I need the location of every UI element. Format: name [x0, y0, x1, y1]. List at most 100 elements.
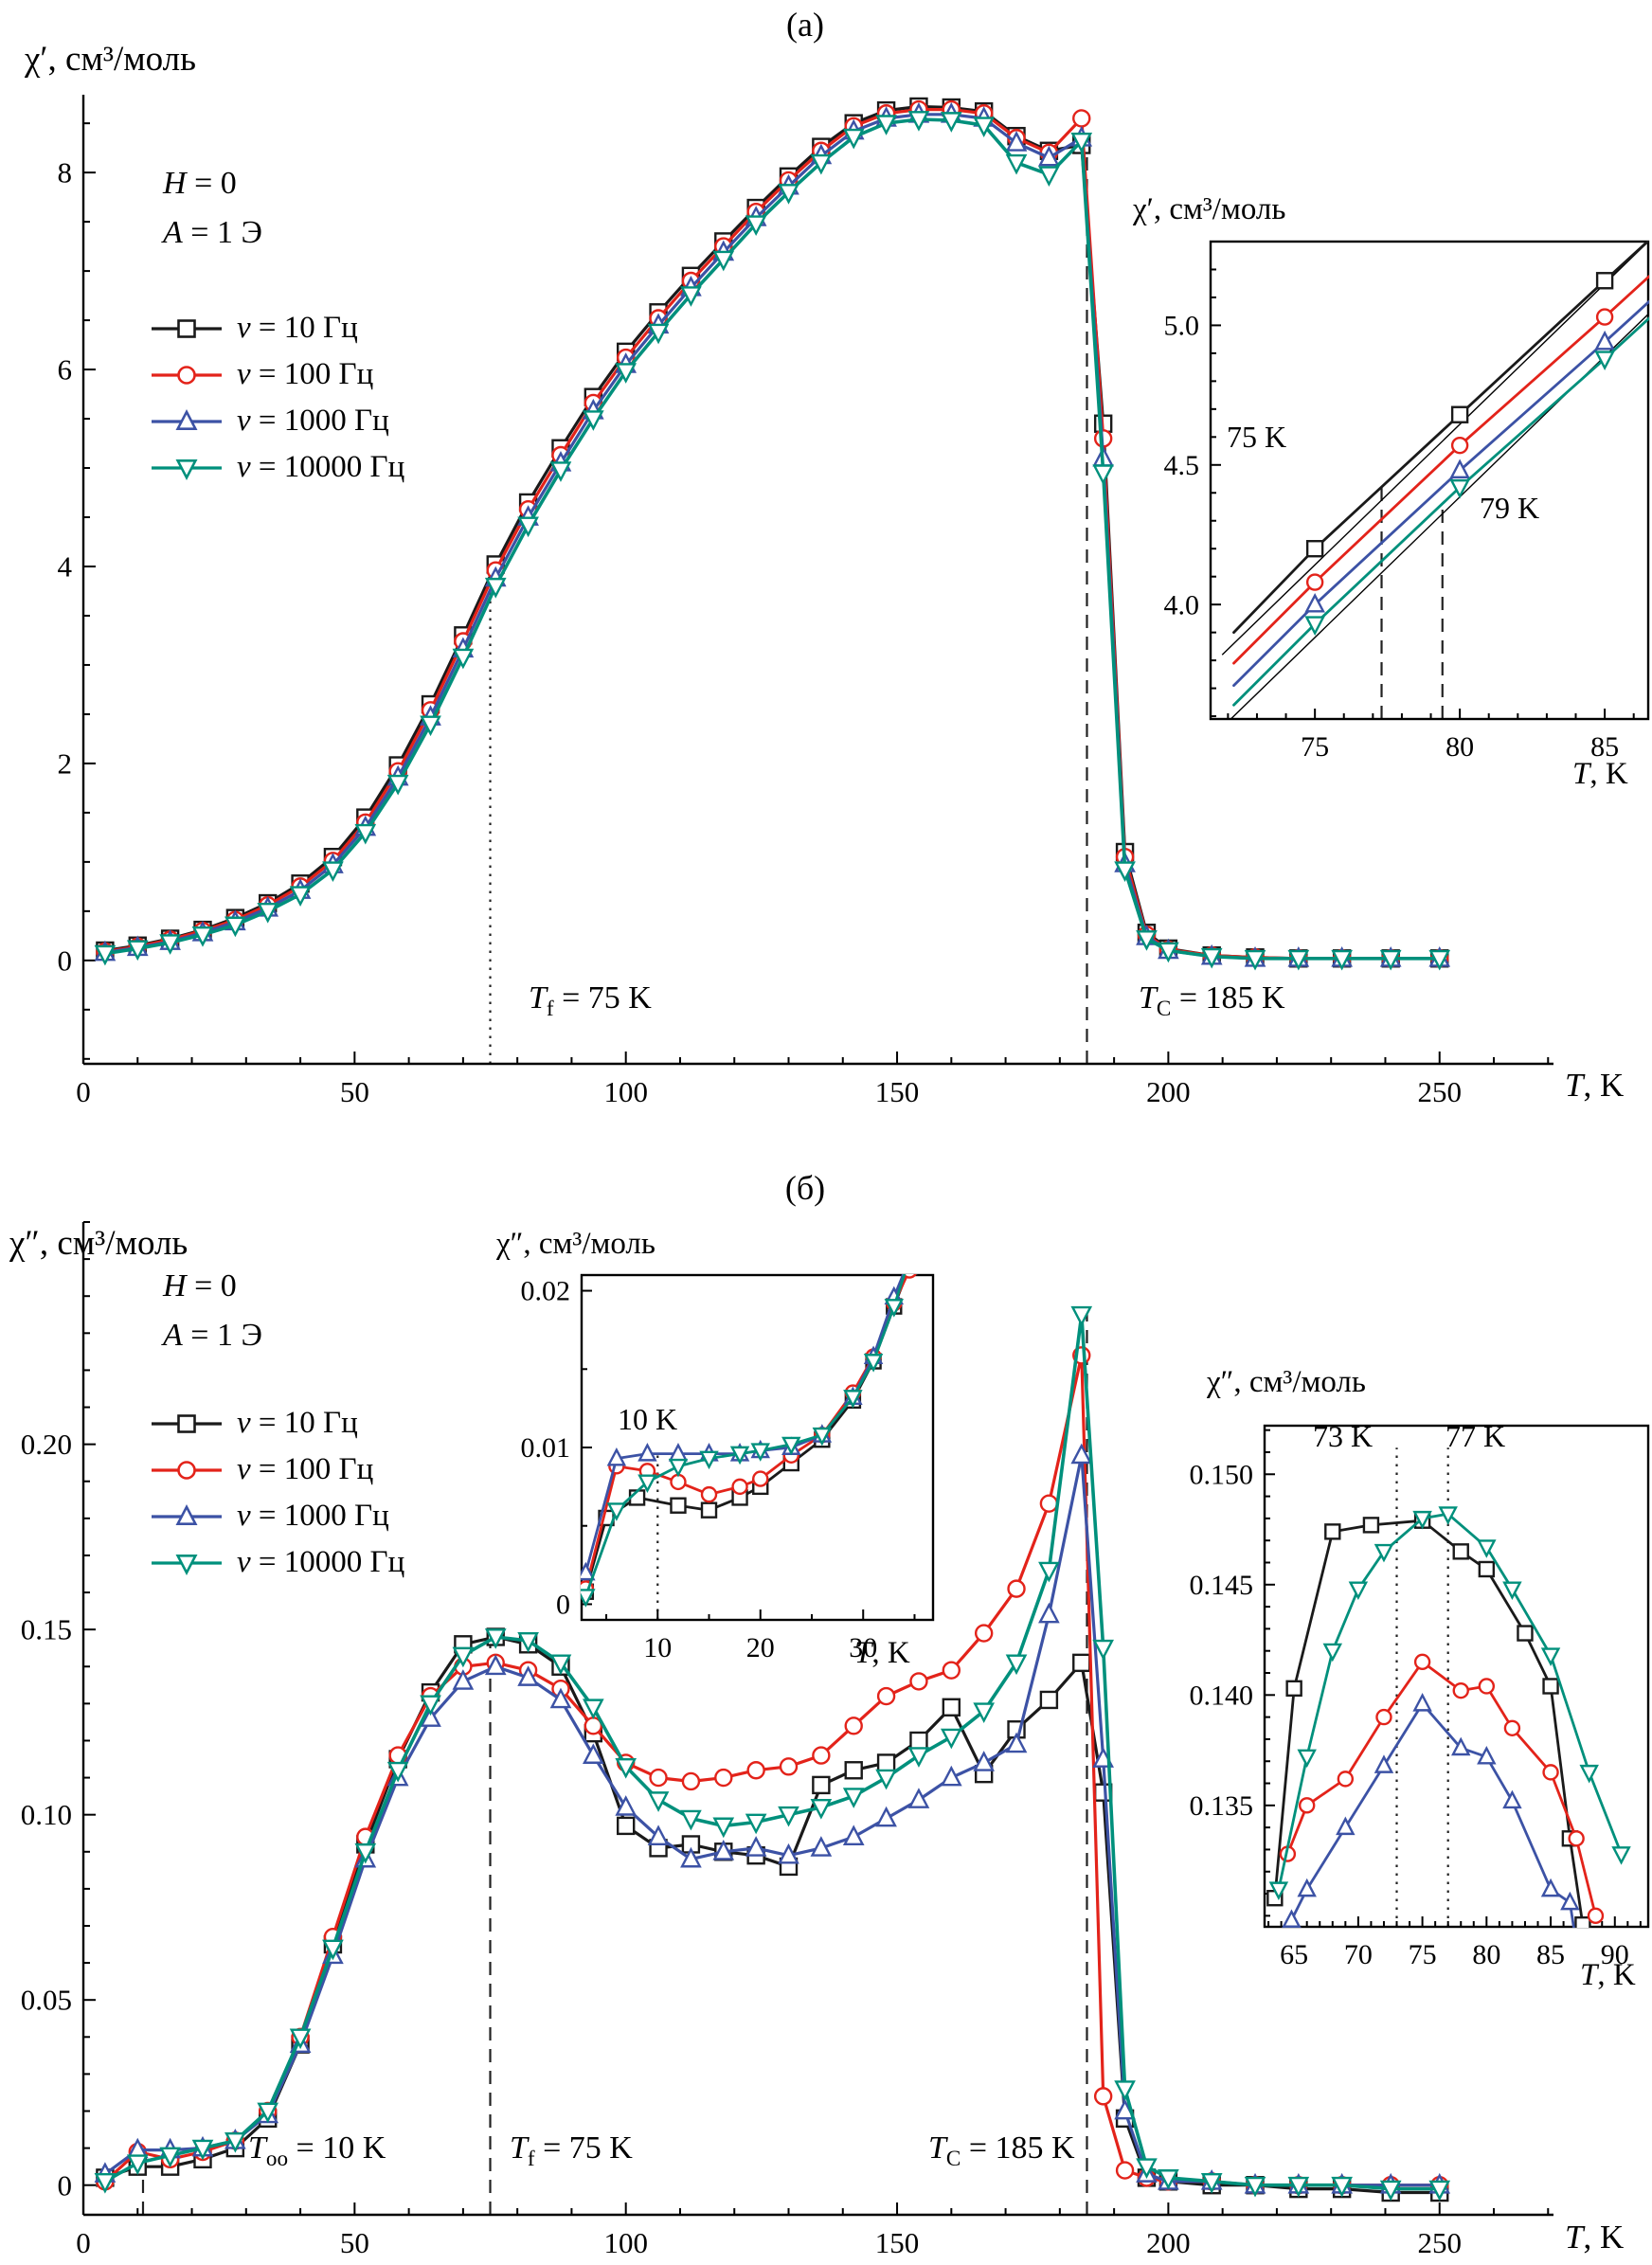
square-marker	[1478, 1560, 1496, 1578]
circle-marker	[812, 1746, 831, 1765]
triangle-down-marker	[1374, 1543, 1394, 1563]
panel-b-amplitude-note: A = 1 Э	[163, 1318, 262, 1353]
circle-marker	[1450, 436, 1469, 455]
triangle-down-marker	[778, 184, 799, 205]
triangle-down-marker	[1136, 2158, 1158, 2179]
triangle-up-marker	[680, 1846, 702, 1868]
chi-prime-inset-plot: 75 80 85 4.0 4.5 5.0	[1164, 240, 1650, 763]
triangle-up-marker	[1336, 1816, 1356, 1836]
triangle-down-marker	[668, 1458, 689, 1478]
triangle-down-marker	[1200, 2172, 1223, 2194]
triangle-down-marker	[94, 944, 117, 966]
panel-a-x-axis-title: T, K	[1565, 1067, 1625, 1104]
triangle-down-marker	[647, 323, 670, 345]
triangle-down-marker	[1158, 942, 1179, 963]
legend-label: ν = 10 Гц	[237, 1406, 358, 1440]
triangle-up-marker	[907, 1788, 930, 1808]
svg-text:65: 65	[1280, 1939, 1308, 1970]
panel-a-tc-annotation: TC = 185 K	[1139, 980, 1285, 1021]
circle-legend-icon	[152, 365, 222, 385]
triangle-down-marker	[750, 1443, 770, 1462]
panel-a-amplitude-note: A = 1 Э	[163, 215, 262, 250]
circle-marker	[1305, 573, 1324, 591]
triangle-down-marker	[159, 2147, 181, 2168]
chart-chi-prime-inset: 75 80 85 4.0 4.5 5.0	[1089, 218, 1652, 786]
triangle-up-marker	[420, 1706, 441, 1727]
triangle-up-marker	[606, 1447, 627, 1466]
svg-text:0.150: 0.150	[1190, 1459, 1254, 1490]
square-marker	[1450, 405, 1469, 423]
triangle-down-marker	[843, 1390, 863, 1409]
square-marker	[1517, 1625, 1534, 1642]
triangle-down-marker	[940, 112, 962, 133]
triangle-down-legend-icon	[152, 458, 222, 480]
square-marker	[901, 1274, 918, 1276]
triangle-down-marker	[386, 774, 409, 796]
legend-item-circle: ν = 100 Гц	[150, 1447, 404, 1493]
square-marker	[1362, 1517, 1380, 1534]
svg-text:75: 75	[1301, 731, 1329, 763]
square-legend-icon	[152, 318, 222, 338]
triangle-down-marker	[1348, 1581, 1369, 1601]
legend-item-triangle-up: ν = 1000 Гц	[150, 1493, 404, 1539]
triangle-down-marker	[1200, 947, 1223, 969]
square-marker	[670, 1497, 687, 1514]
triangle-up-marker	[582, 1743, 604, 1764]
triangle-down-marker	[1379, 2180, 1402, 2202]
svg-text:150: 150	[875, 2226, 920, 2259]
triangle-down-marker	[224, 916, 246, 938]
series-nu-100Hz	[1279, 1653, 1605, 1925]
panel-b-y-axis-title: χ″, см³/моль	[9, 1224, 189, 1263]
triangle-down-marker	[745, 215, 767, 236]
legend-label: ν = 100 Гц	[237, 1452, 374, 1486]
svg-text:0: 0	[58, 944, 73, 977]
triangle-up-marker	[1540, 1878, 1561, 1897]
triangle-up-marker	[615, 1795, 637, 1816]
triangle-down-marker	[1244, 2176, 1266, 2198]
triangle-up-marker	[1038, 1602, 1060, 1624]
legend-label: ν = 10000 Гц	[237, 450, 405, 484]
triangle-down-marker	[322, 1939, 344, 1961]
square-marker	[844, 1761, 863, 1780]
triangle-down-marker	[582, 410, 604, 431]
triangle-down-marker	[1287, 2176, 1310, 2198]
series-nu-10000Hz	[581, 1274, 907, 1608]
triangle-down-marker	[191, 2139, 214, 2161]
legend-item-triangle-down: ν = 10000 Гц	[150, 444, 404, 491]
circle-marker	[177, 1460, 196, 1480]
triangle-down-marker	[973, 117, 996, 138]
triangle-down-marker	[1070, 1305, 1093, 1327]
triangle-up-marker	[1374, 1754, 1394, 1773]
chart-chi-prime-main: 0 50 100 150 200 250 0 2 4 6 8	[58, 95, 1553, 1108]
triangle-up-marker	[549, 1687, 572, 1709]
triangle-down-marker	[615, 363, 637, 384]
chart-chi-dprime-inset-low: 10 20 30 0 0.01 0.02	[445, 1228, 947, 1673]
axes	[1209, 240, 1650, 721]
legend-label: ν = 1000 Гц	[237, 404, 389, 438]
axes	[81, 95, 1553, 1066]
series-nu-10000Hz	[1232, 316, 1649, 707]
triangle-up-marker	[1477, 1745, 1497, 1765]
triangle-down-marker	[1428, 949, 1451, 971]
square-marker	[1452, 1543, 1469, 1560]
svg-text:0.10: 0.10	[21, 1798, 72, 1831]
legend-panel-b: ν = 10 Гц ν = 100 Гц ν = 1000 Гц ν = 10000 …	[150, 1400, 404, 1586]
triangle-down-marker	[842, 128, 865, 150]
circle-marker	[746, 1761, 765, 1780]
triangle-down-marker	[175, 458, 198, 480]
circle-marker	[1568, 1830, 1585, 1847]
triangle-down-marker	[549, 461, 572, 482]
triangle-up-marker	[778, 1843, 799, 1864]
triangle-down-marker	[1005, 153, 1028, 175]
legend-item-triangle-down: ν = 10000 Гц	[150, 1539, 404, 1586]
svg-text:200: 200	[1146, 1075, 1191, 1108]
svg-text:0.05: 0.05	[21, 1984, 72, 2017]
circle-marker	[779, 1757, 799, 1776]
circle-marker	[1375, 1708, 1392, 1726]
triangle-up-marker	[745, 1836, 767, 1857]
legend-panel-a: ν = 10 Гц ν = 100 Гц ν = 1000 Гц ν = 10000 …	[150, 305, 404, 491]
svg-text:70: 70	[1344, 1939, 1373, 1970]
svg-text:50: 50	[340, 2226, 369, 2259]
triangle-down-marker	[1136, 930, 1158, 951]
triangle-up-marker	[940, 1765, 962, 1787]
